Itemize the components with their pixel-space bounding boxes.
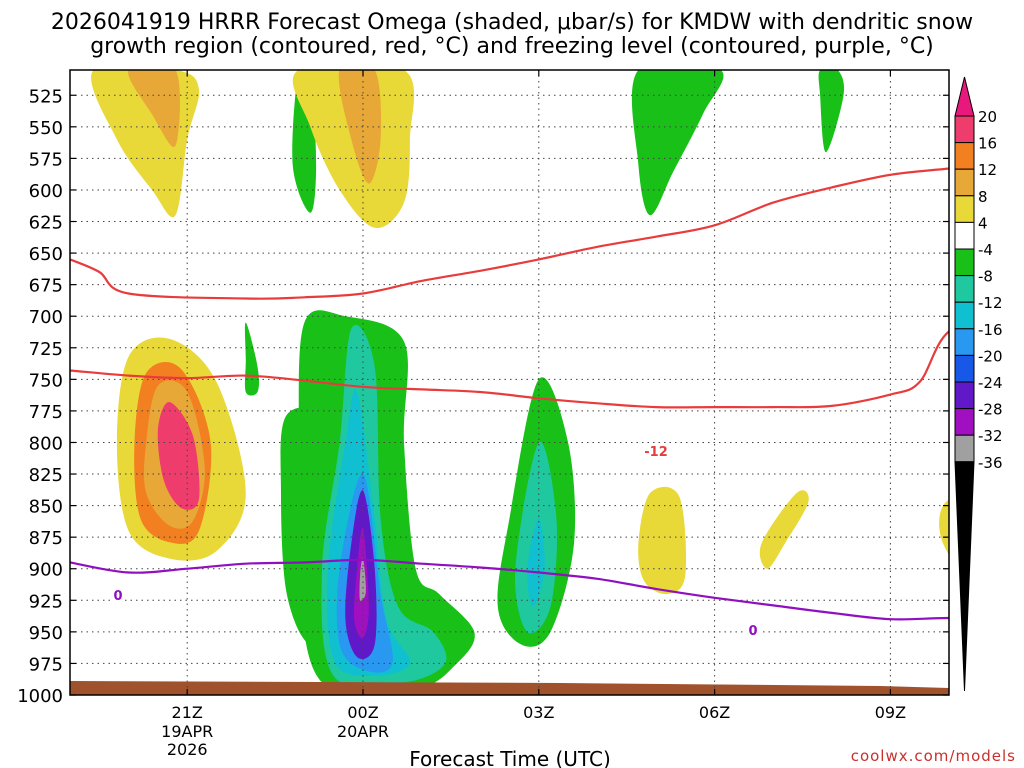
y-tick-label-875: 875 <box>29 528 63 549</box>
omega-region-5 <box>631 70 724 216</box>
colorbar-swatch-3 <box>954 195 975 223</box>
colorbar: 20 16 12 8 4 -4 -8 -12 -16 -20 -24 -28 -32 -36 <box>954 76 1003 692</box>
y-tick-label-900: 900 <box>29 560 63 581</box>
y-tick-label-625: 625 <box>29 213 63 234</box>
colorbar-label-13: -36 <box>978 454 1003 472</box>
chart-title-line2: growth region (contoured, red, °C) and f… <box>90 34 934 59</box>
omega-region-11 <box>244 322 259 396</box>
y-tick-label-925: 925 <box>29 591 63 612</box>
omega-region-25 <box>939 499 949 556</box>
colorbar-swatch-6 <box>954 275 975 303</box>
colorbar-swatch-2 <box>954 168 975 197</box>
y-tick-label-725: 725 <box>29 339 63 360</box>
ground-band <box>70 681 949 695</box>
colorbar-swatch-0 <box>954 115 975 144</box>
y-tick-label-675: 675 <box>29 276 63 297</box>
colorbar-swatch-12 <box>954 434 975 463</box>
omega-region-23 <box>638 486 687 595</box>
x-tick-label-09Z: 09Z <box>875 703 906 722</box>
y-tick-label-550: 550 <box>29 118 63 139</box>
colorbar-label-12: -32 <box>978 427 1003 445</box>
y-tick-label-775: 775 <box>29 402 63 423</box>
plot-frame <box>69 69 950 696</box>
colorbar-swatch-9 <box>954 354 975 383</box>
colorbar-top-arrow <box>954 76 975 117</box>
y-tick-label-650: 650 <box>29 244 63 265</box>
x-tick-label-06Z: 06Z <box>699 703 730 722</box>
colorbar-swatch-4 <box>954 221 975 250</box>
colorbar-label-6: -8 <box>978 268 993 286</box>
colorbar-bottom-arrow <box>954 461 975 692</box>
x-tick-label-03Z: 03Z <box>523 703 554 722</box>
colorbar-label-11: -28 <box>978 401 1003 419</box>
x-tick-year-21Z: 2026 <box>167 740 208 759</box>
colorbar-label-8: -16 <box>978 321 1003 339</box>
svg-text:0: 0 <box>113 589 122 604</box>
colorbar-label-1: 16 <box>978 135 997 153</box>
omega-region-6 <box>818 70 844 153</box>
colorbar-label-10: -24 <box>978 374 1003 392</box>
contour-label-freezing-a: 0 <box>111 587 125 604</box>
colorbar-label-4: 4 <box>978 214 988 232</box>
omega-region-4 <box>338 70 382 184</box>
ground-surface <box>70 681 949 695</box>
colorbar-label-3: 8 <box>978 188 988 206</box>
colorbar-swatch-10 <box>954 381 975 410</box>
omega-shaded-regions <box>91 70 949 695</box>
colorbar-label-5: -4 <box>978 241 993 259</box>
y-tick-label-700: 700 <box>29 307 63 328</box>
dendritic-contour-upper <box>70 167 949 300</box>
x-axis-ticks: 21Z19APR202600Z20APR03Z06Z09Z12Z <box>161 70 906 759</box>
colorbar-label-2: 12 <box>978 161 997 179</box>
y-tick-label-750: 750 <box>29 370 63 391</box>
contour-label-dendritic: -12 <box>643 443 669 460</box>
freezing-level-contour <box>70 558 949 621</box>
colorbar-swatch-5 <box>954 248 975 277</box>
colorbar-swatch-7 <box>954 301 975 330</box>
x-tick-label-00Z: 00Z <box>347 703 378 722</box>
credit-text: coolwx.com/models <box>851 747 1016 765</box>
colorbar-swatch-11 <box>954 408 975 436</box>
omega-region-22 <box>526 518 545 607</box>
y-tick-label-825: 825 <box>29 465 63 486</box>
contour-label-freezing-b: 0 <box>746 622 760 639</box>
y-tick-label-975: 975 <box>29 654 63 675</box>
x-tick-label-21Z: 21Z <box>172 703 203 722</box>
y-tick-label-600: 600 <box>29 181 63 202</box>
y-tick-label-575: 575 <box>29 149 63 170</box>
y-tick-label-950: 950 <box>29 623 63 644</box>
omega-region-19 <box>359 558 366 602</box>
omega-region-10 <box>157 402 200 510</box>
colorbar-swatch-1 <box>954 142 975 170</box>
svg-text:0: 0 <box>748 624 757 639</box>
y-axis-ticks: 525 550 575 600 625 650 675 700 725 750 775 800 825 8… <box>17 86 949 707</box>
y-tick-label-850: 850 <box>29 497 63 518</box>
colorbar-label-0: 20 <box>978 108 997 126</box>
colorbar-label-7: -12 <box>978 294 1003 312</box>
chart-title-line1: 2026041919 HRRR Forecast Omega (shaded, … <box>51 10 973 35</box>
x-axis-label: Forecast Time (UTC) <box>409 747 611 768</box>
colorbar-swatch-8 <box>954 328 975 356</box>
omega-region-1 <box>128 70 180 148</box>
y-tick-label-525: 525 <box>29 86 63 107</box>
omega-region-24 <box>759 490 809 569</box>
omega-region-3 <box>292 70 415 228</box>
y-tick-label-800: 800 <box>29 433 63 454</box>
colorbar-label-9: -20 <box>978 347 1003 365</box>
grid-lines <box>70 70 949 695</box>
x-tick-date-21Z: 19APR <box>161 722 213 741</box>
x-tick-date-00Z: 20APR <box>337 722 389 741</box>
y-tick-label-1000: 1000 <box>17 686 63 707</box>
svg-text:-12: -12 <box>644 445 668 460</box>
